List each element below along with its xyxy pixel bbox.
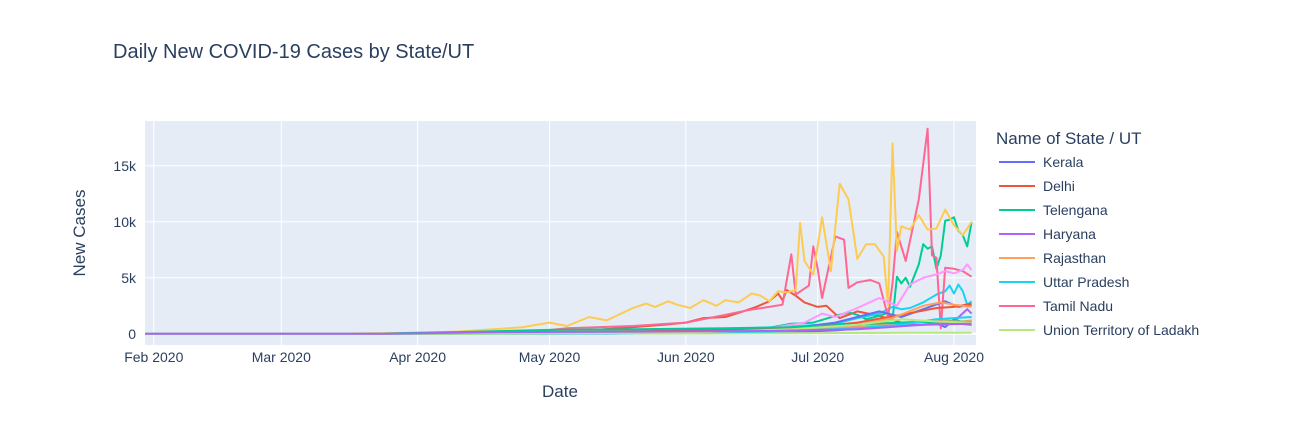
x-axis-ticks: Feb 2020 Mar 2020 Apr 2020 May 2020 Jun 2020…: [124, 349, 984, 365]
legend-label: Telengana: [1043, 202, 1108, 218]
y-tick-label: 10k: [113, 214, 137, 230]
x-tick-label: Jun 2020: [657, 349, 715, 365]
legend-title: Name of State / UT: [996, 129, 1142, 148]
chart-title: Daily New COVID-19 Cases by State/UT: [113, 41, 474, 63]
legend-label: Rajasthan: [1043, 250, 1106, 266]
x-tick-label: Apr 2020: [389, 349, 446, 365]
legend-label: Uttar Pradesh: [1043, 274, 1129, 290]
legend-item[interactable]: Union Territory of Ladakh: [999, 322, 1199, 338]
legend-item[interactable]: Delhi: [999, 178, 1075, 194]
y-tick-label: 0: [128, 326, 136, 342]
series-line-maharashtra: [145, 142, 973, 335]
legend-label: Haryana: [1043, 226, 1096, 242]
x-tick-label: Aug 2020: [924, 349, 984, 365]
legend-label: Kerala: [1043, 154, 1084, 170]
y-tick-label: 5k: [121, 270, 137, 286]
legend-item[interactable]: Kerala: [999, 154, 1084, 170]
series-lines: [145, 127, 973, 335]
series-line-madhya-pradesh: [145, 322, 972, 335]
legend-label: Delhi: [1043, 178, 1075, 194]
legend-item[interactable]: Telengana: [999, 202, 1108, 218]
plot-area: [145, 121, 976, 345]
legend-item[interactable]: Haryana: [999, 226, 1096, 242]
x-tick-label: Mar 2020: [252, 349, 311, 365]
legend-label: Tamil Nadu: [1043, 298, 1113, 314]
x-tick-label: Feb 2020: [124, 349, 183, 365]
series-line-tamil-nadu: [145, 127, 973, 335]
legend-item[interactable]: Uttar Pradesh: [999, 274, 1129, 290]
y-tick-label: 15k: [113, 158, 137, 174]
legend: Name of State / UT Kerala Delhi Telengana H…: [996, 129, 1199, 338]
y-axis-ticks: 0 5k 10k 15k: [113, 158, 137, 342]
x-tick-label: May 2020: [519, 349, 581, 365]
x-axis-title: Date: [542, 382, 578, 401]
legend-label: Union Territory of Ladakh: [1043, 322, 1199, 338]
y-axis-title: New Cases: [70, 190, 89, 277]
legend-item[interactable]: Tamil Nadu: [999, 298, 1113, 314]
x-tick-label: Jul 2020: [791, 349, 844, 365]
legend-item[interactable]: Rajasthan: [999, 250, 1106, 266]
